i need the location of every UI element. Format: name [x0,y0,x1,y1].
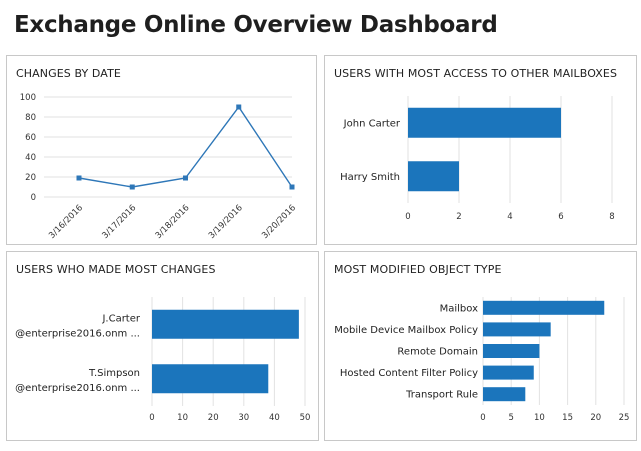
data-point [236,104,242,110]
panel-title: USERS WHO MADE MOST CHANGES [16,263,216,276]
changes-by-date-panel: CHANGES BY DATE 0 20 40 60 80 100 3/16/2016 3/1… [6,55,317,245]
panel-title: USERS WITH MOST ACCESS TO OTHER MAILBOXE… [334,67,618,80]
data-point [183,175,188,181]
series-line [78,105,293,188]
bar [483,300,605,315]
bar [483,365,534,380]
users-access-panel: USERS WITH MOST ACCESS TO OTHER MAILBOXE… [324,55,637,245]
x-tick-label: 5 [508,413,513,423]
bar [408,161,459,192]
x-tick-label: 25 [619,413,630,423]
x-tick-label: 10 [534,413,545,423]
category-label: J.Carter [101,313,140,324]
x-tick-label: 0 [480,413,485,423]
category-label: Mobile Device Mailbox Policy [334,325,478,336]
x-tick-label: 3/19/2016 [207,203,245,241]
y-tick-label: 60 [25,133,36,143]
x-tick-label: 3/18/2016 [154,203,192,241]
modified-type-chart: 0 5 10 15 20 25 Mailbox Mobile Device Mailbox P… [334,297,630,423]
page-title: Exchange Online Overview Dashboard [14,12,498,38]
x-tick-label: 3/16/2016 [47,203,85,241]
y-tick-label: 80 [25,113,36,123]
category-label: @enterprise2016.onm ... [15,383,140,394]
panel-title: MOST MODIFIED OBJECT TYPE [334,263,502,276]
data-point [129,184,135,190]
bar [483,387,526,402]
y-tick-label: 20 [25,173,36,183]
y-tick-label: 100 [20,93,36,103]
y-tick-label: 0 [31,193,36,203]
y-tick-label: 40 [25,153,36,163]
x-tick-label: 8 [609,212,614,222]
modified-type-panel: MOST MODIFIED OBJECT TYPE 0 5 10 15 20 25 Mail… [324,251,637,441]
users-access-chart: 0 2 4 6 8 John Carter Harry Smith [340,96,615,222]
category-label: Mailbox [440,303,478,314]
x-tick-label: 40 [269,413,280,423]
x-tick-label: 10 [177,413,188,423]
x-tick-label: 3/17/2016 [100,203,138,241]
x-tick-label: 2 [456,212,461,222]
x-tick-label: 15 [562,413,573,423]
x-tick-label: 20 [590,413,601,423]
data-point [76,175,82,181]
x-tick-label: 20 [208,413,219,423]
bar [483,322,551,337]
x-tick-label: 3/20/2016 [260,203,298,241]
x-tick-label: 6 [558,212,563,222]
x-tick-label: 0 [149,413,154,423]
bar [408,107,561,138]
category-label: Transport Rule [405,390,478,401]
x-tick-label: 30 [238,413,249,423]
users-changes-chart: 0 10 20 30 40 50 J.Carter @enterprise2016.onm .… [15,297,311,423]
category-label: Hosted Content Filter Policy [340,368,478,379]
x-tick-label: 0 [405,212,410,222]
category-label: T.Simpson [88,368,140,379]
bar [152,364,269,394]
changes-by-date-chart: 0 20 40 60 80 100 3/16/2016 3/17/2016 3/18/2016 3… [20,93,298,241]
x-tick-label: 4 [507,212,512,222]
category-label: @enterprise2016.onm ... [15,328,140,339]
data-point [289,184,295,190]
category-label: John Carter [343,118,401,129]
category-label: Harry Smith [340,172,400,183]
bar [483,344,540,358]
category-label: Remote Domain [397,347,478,358]
users-changes-panel: USERS WHO MADE MOST CHANGES 0 10 20 30 40 50 J… [6,251,319,441]
bar [152,309,299,339]
panel-title: CHANGES BY DATE [16,67,121,80]
x-tick-label: 50 [300,413,311,423]
